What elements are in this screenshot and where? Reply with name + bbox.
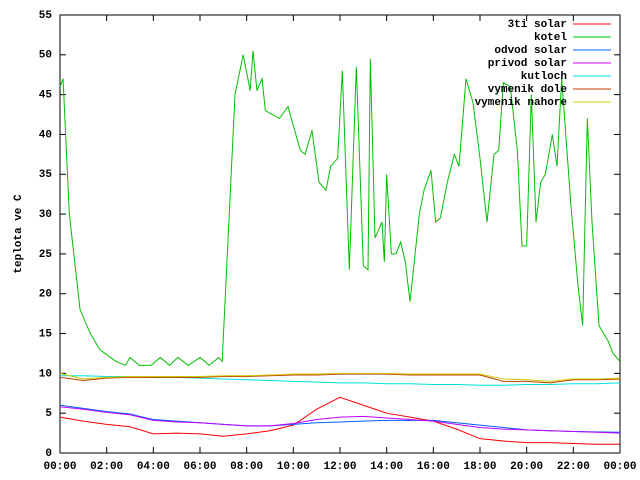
x-tick-label: 10:00 [277, 461, 310, 473]
x-tick-label: 20:00 [510, 461, 543, 473]
x-tick-label: 18:00 [463, 461, 496, 473]
y-tick-label: 20 [39, 289, 52, 301]
legend-label: privod solar [488, 58, 567, 70]
y-tick-label: 35 [39, 169, 53, 181]
x-tick-label: 16:00 [417, 461, 450, 473]
legend-label: kutloch [521, 71, 567, 83]
y-tick-label: 25 [39, 249, 53, 261]
y-tick-label: 0 [45, 448, 52, 460]
series-line [59, 406, 621, 434]
y-tick-label: 40 [39, 129, 52, 141]
legend-label: vymenik nahore [475, 97, 568, 109]
series-line [59, 396, 620, 445]
x-tick-label: 06:00 [183, 461, 216, 473]
y-tick-label: 15 [39, 328, 53, 340]
x-tick-label: 08:00 [230, 461, 263, 473]
y-tick-label: 5 [45, 408, 52, 420]
x-tick-label: 22:00 [557, 461, 590, 473]
y-tick-label: 45 [39, 90, 53, 102]
y-axis-label: teplota ve C [13, 194, 25, 274]
x-tick-label: 04:00 [137, 461, 170, 473]
y-tick-label: 10 [39, 368, 52, 380]
x-tick-label: 00:00 [603, 461, 636, 473]
x-tick-label: 00:00 [43, 461, 76, 473]
y-tick-label: 50 [39, 50, 52, 62]
legend-label: kotel [534, 32, 567, 44]
legend-label: odvod solar [494, 45, 567, 57]
y-tick-label: 30 [39, 209, 52, 221]
legend-label: 3ti solar [508, 19, 567, 31]
x-tick-label: 02:00 [90, 461, 123, 473]
legend-label: vymenik dole [488, 84, 568, 96]
y-tick-label: 55 [39, 10, 53, 22]
series-line [59, 50, 621, 367]
series-line [59, 404, 621, 433]
x-tick-label: 14:00 [370, 461, 403, 473]
x-tick-label: 12:00 [323, 461, 356, 473]
series-line [59, 373, 621, 384]
series-line [59, 372, 621, 382]
